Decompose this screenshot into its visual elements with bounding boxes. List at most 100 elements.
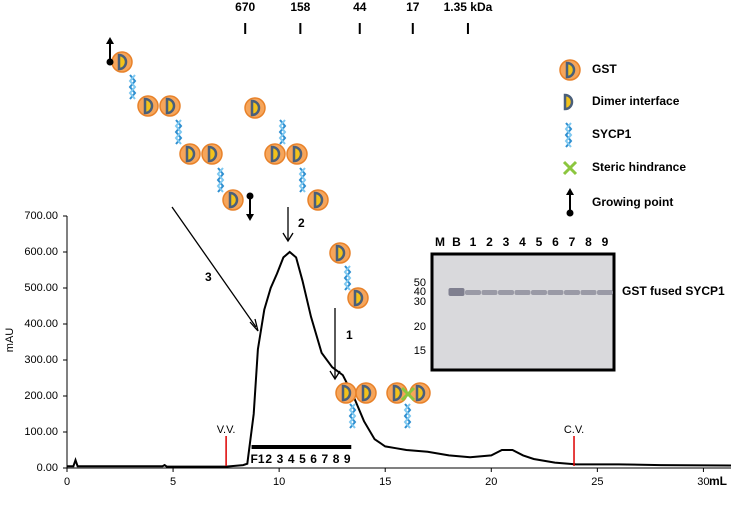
legend-label: Growing point [592, 195, 673, 209]
fraction-label: 8 [333, 452, 340, 466]
arrow-label: 3 [205, 270, 212, 284]
sycp1-icon [298, 167, 307, 193]
gel-mw-label: 50 [414, 277, 426, 289]
dimer-icon [335, 244, 346, 262]
trace-line [67, 250, 732, 468]
dimer-icon [185, 145, 196, 163]
y-tick-label: 300.00 [24, 354, 58, 366]
sycp1-icon [174, 119, 183, 145]
gel-mw-label: 15 [414, 345, 426, 357]
legend-label: Dimer interface [592, 94, 680, 108]
gel-band-label: GST fused SYCP1 [622, 284, 725, 298]
arrow-label: 2 [298, 216, 305, 230]
y-tick-label: 700.00 [24, 210, 58, 222]
gel-lane-label: 4 [519, 235, 526, 249]
dimer-icon [563, 93, 574, 111]
legend-label: SYCP1 [592, 127, 632, 141]
sycp1-icon [298, 167, 307, 193]
size-standard-label: 670 [235, 0, 255, 14]
growing-point-icon [566, 188, 574, 195]
dimer-icon [250, 99, 261, 117]
dimer-icon [165, 97, 176, 115]
dimer-icon [207, 145, 218, 163]
gel-lane-label: B [452, 235, 461, 249]
gel-band [547, 290, 564, 295]
sycp1-icon [564, 122, 573, 148]
dimer-icon [313, 191, 324, 209]
dimer-icon [565, 61, 576, 79]
x-tick-label: 0 [64, 476, 70, 488]
x-tick-label: 5 [170, 476, 176, 488]
sycp1-icon [403, 403, 412, 429]
size-standard-label: 158 [290, 0, 310, 14]
fraction-label: 6 [310, 452, 317, 466]
dimer-icon [270, 145, 281, 163]
volume-marker-label: V.V. [217, 424, 236, 436]
y-tick-label: 400.00 [24, 318, 58, 330]
growing-point-icon [106, 37, 114, 44]
sycp1-icon [278, 119, 287, 145]
gel-band [514, 290, 531, 295]
x-tick-label: 25 [591, 476, 603, 488]
growing-point-icon [246, 214, 254, 221]
dimer-icon [353, 289, 364, 307]
dimer-icon [361, 384, 372, 402]
volume-marker-label: C.V. [564, 424, 584, 436]
dimer-icon [292, 145, 303, 163]
sycp1-icon [343, 265, 352, 291]
gel-lane-label: M [435, 235, 445, 249]
y-tick-label: 500.00 [24, 282, 58, 294]
gel-lane-label: 6 [552, 235, 559, 249]
gel-band [498, 290, 514, 295]
sycp1-icon [216, 167, 225, 193]
sycp1-icon [348, 403, 357, 429]
gel-band [531, 290, 547, 295]
fraction-label: 5 [299, 452, 306, 466]
gel-band [564, 290, 580, 295]
sycp1-icon [216, 167, 225, 193]
x-tick-label: 30 [697, 476, 709, 488]
arrow-label: 1 [346, 328, 353, 342]
fraction-label: 7 [321, 452, 328, 466]
steric-hindrance-icon [400, 386, 416, 402]
gel [430, 252, 616, 372]
sycp1-icon [564, 122, 573, 148]
legend-label: GST [592, 62, 617, 76]
y-tick-label: 100.00 [24, 426, 58, 438]
arrows [171, 206, 341, 381]
x-tick-label: 20 [485, 476, 497, 488]
gel-band [597, 290, 613, 295]
sycp1-icon [348, 403, 357, 429]
x-tick-label: 15 [379, 476, 391, 488]
dimer-icon [117, 53, 128, 71]
size-standard-label: 1.35 kDa [444, 0, 493, 14]
gel-lane-label: 3 [503, 235, 510, 249]
legend-label: Steric hindrance [592, 160, 686, 174]
gel-mw-label: 30 [414, 296, 426, 308]
y-tick-label: 0.00 [37, 462, 58, 474]
sycp1-icon [128, 74, 137, 100]
fraction-label: 3 [277, 452, 284, 466]
dimer-icon [415, 384, 426, 402]
size-standard-label: 44 [353, 0, 367, 14]
sycp1-icon [403, 403, 412, 429]
fraction-label: 2 [265, 452, 272, 466]
x-tick-label: 10 [273, 476, 285, 488]
fraction-label: 9 [344, 452, 351, 466]
gel-lane-label: 9 [602, 235, 609, 249]
gel-lane-label: 1 [470, 235, 477, 249]
dimer-icon [228, 191, 239, 209]
y-tick-label: 600.00 [24, 246, 58, 258]
gel-band [481, 290, 498, 295]
x-axis-label: mL [709, 474, 727, 488]
gel-lane-label: 5 [536, 235, 543, 249]
gel-band [465, 290, 481, 295]
sycp1-icon [278, 119, 287, 145]
dimer-icon [392, 384, 403, 402]
y-axis-label: mAU [4, 328, 16, 353]
gel-band [580, 290, 597, 295]
gel-band [448, 288, 465, 296]
dimer-icon [341, 384, 352, 402]
sycp1-icon [174, 119, 183, 145]
